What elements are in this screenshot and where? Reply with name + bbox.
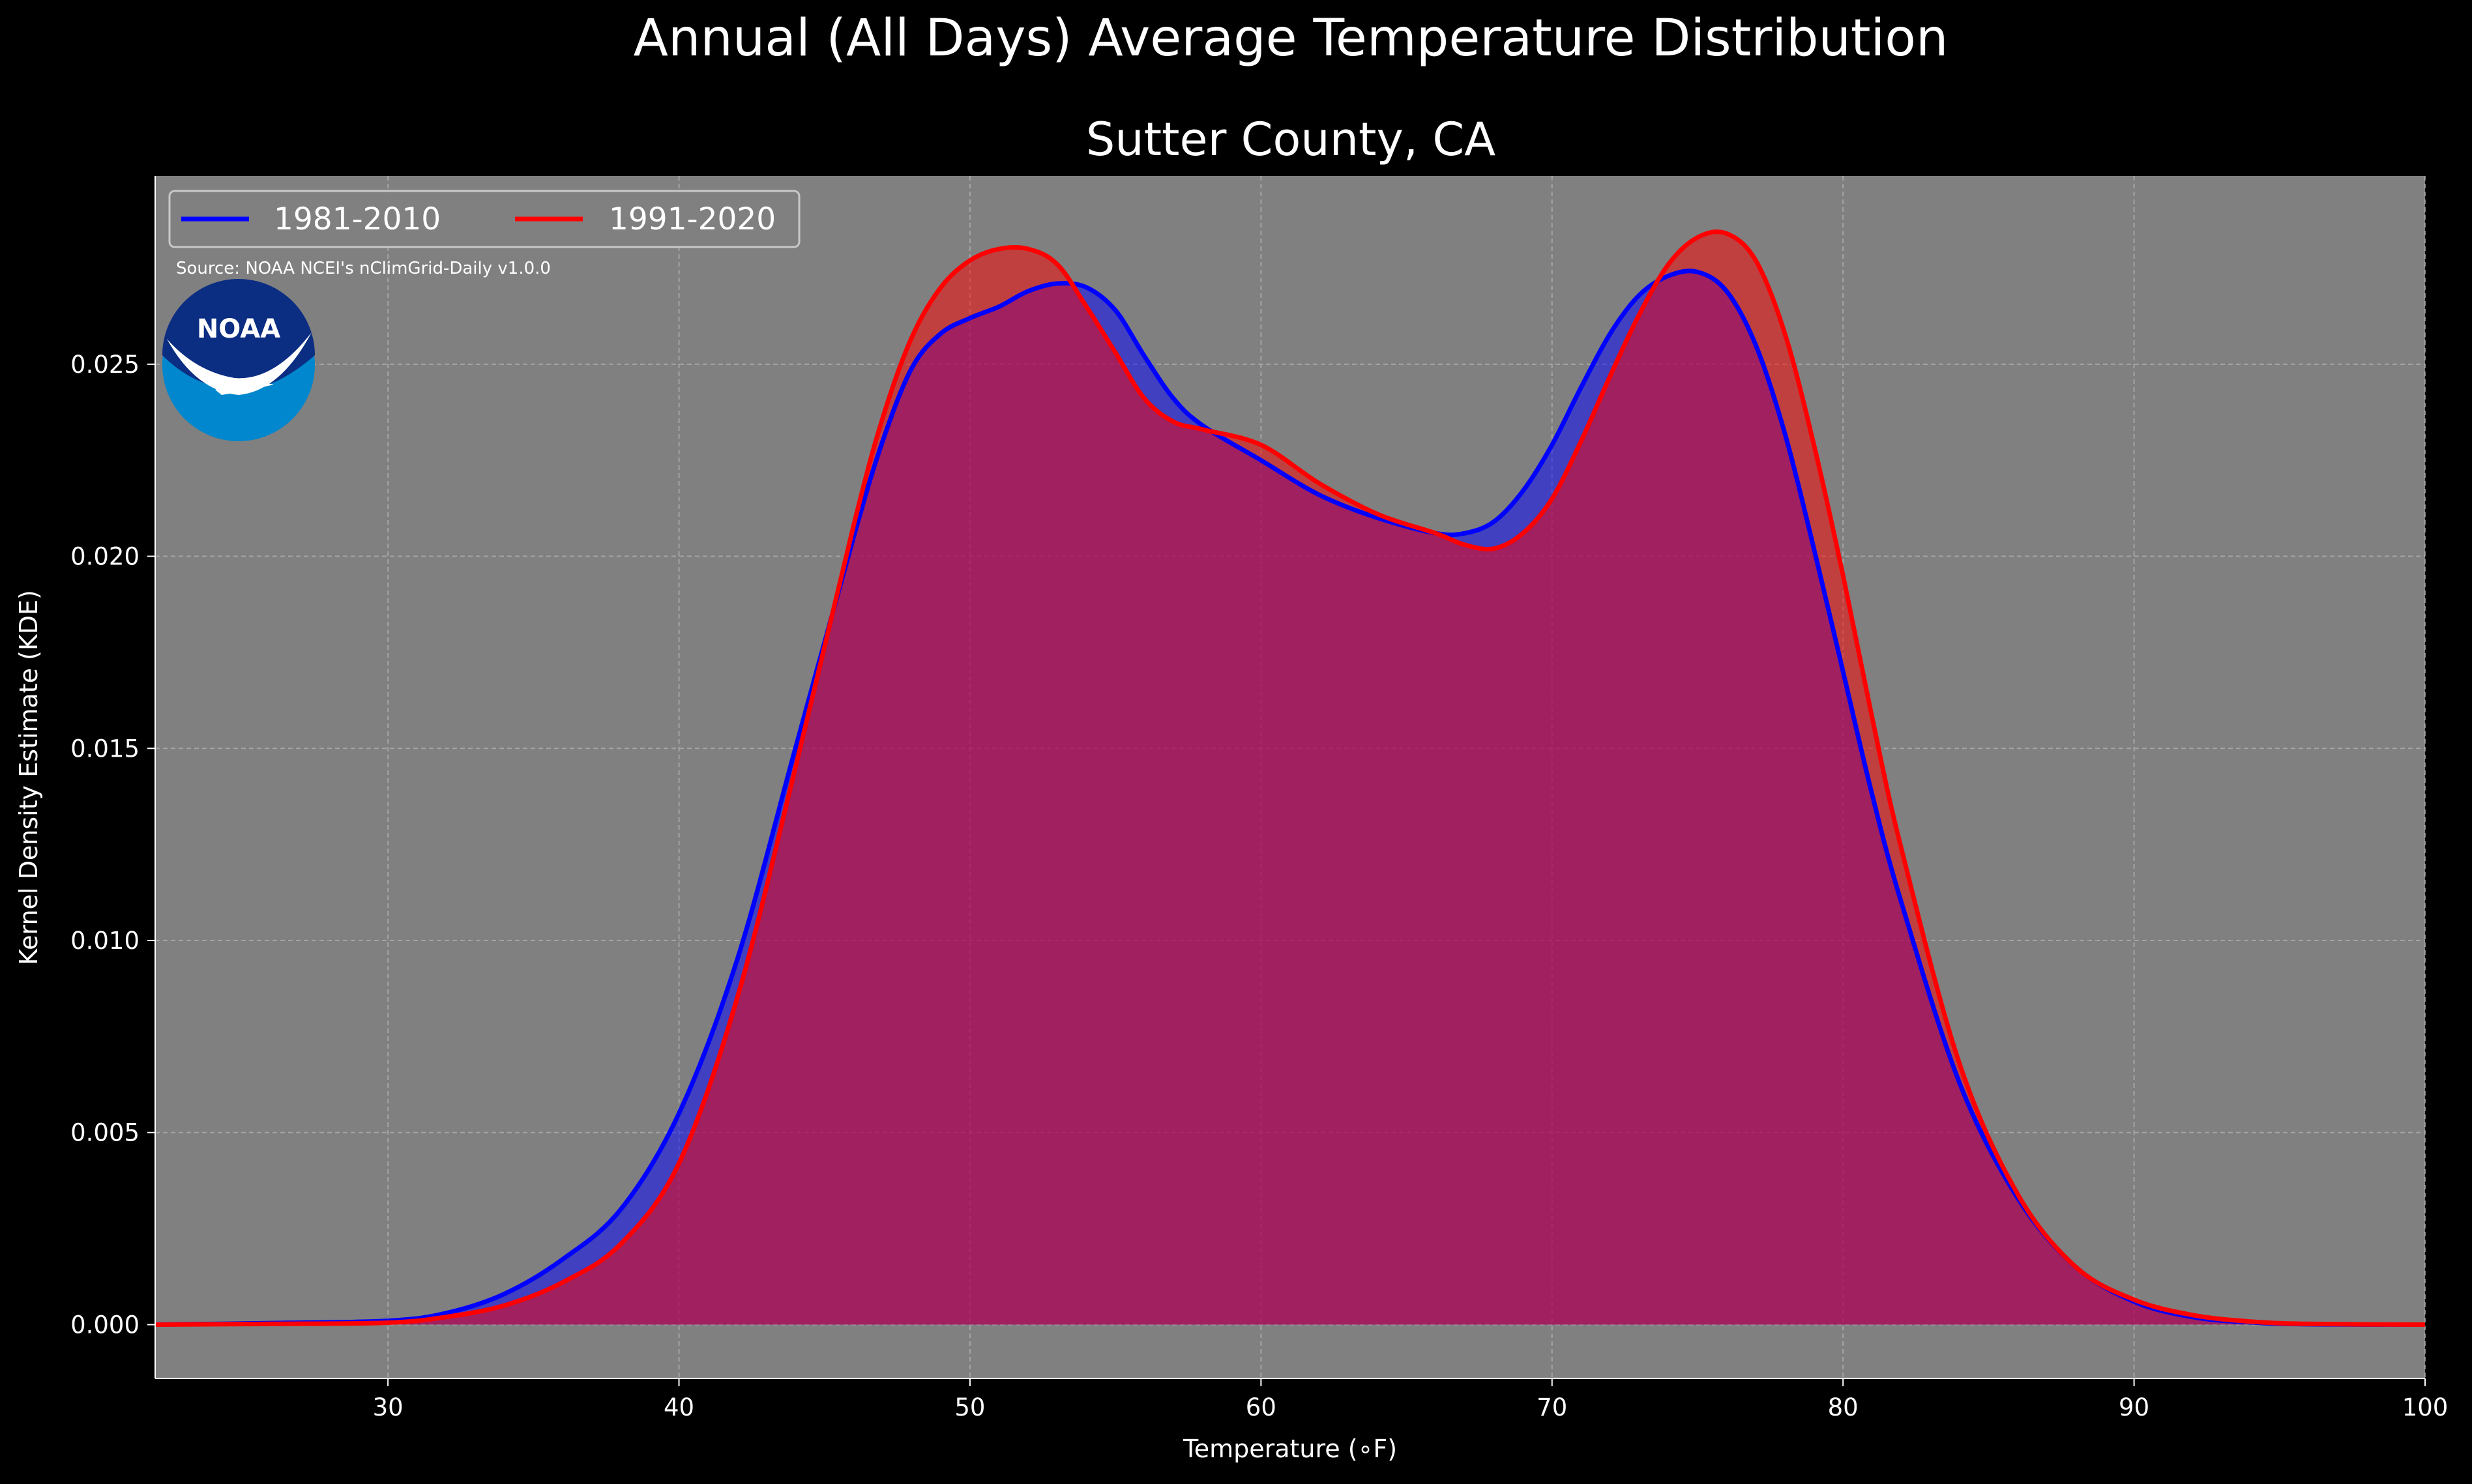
legend-box — [168, 190, 801, 248]
y-tick-label: 0.015 — [70, 735, 140, 763]
x-tick-label: 60 — [1246, 1393, 1276, 1421]
noaa-logo-bird — [167, 332, 312, 395]
y-tick-label: 0.010 — [70, 927, 140, 955]
x-tick-label: 90 — [2119, 1393, 2149, 1421]
x-tick-label: 80 — [1828, 1393, 1859, 1421]
y-tick-label: 0.025 — [70, 351, 140, 379]
y-tick-label: 0.000 — [70, 1311, 140, 1339]
x-tick-label: 70 — [1537, 1393, 1567, 1421]
noaa-logo-text: NOAA — [197, 314, 280, 344]
y-tick-label: 0.005 — [70, 1119, 140, 1147]
y-axis-label: Kernel Density Estimate (KDE) — [14, 590, 43, 965]
legend: 1981-2010 1991-2020 — [168, 190, 801, 248]
legend-label-1991-2020: 1991-2020 — [609, 201, 776, 237]
noaa-logo: NOAA — [162, 279, 315, 441]
x-tick-label: 50 — [954, 1393, 985, 1421]
source-note: Source: NOAA NCEI's nClimGrid-Daily v1.0… — [176, 259, 551, 278]
series-lines — [154, 229, 2426, 1327]
noaa-logo-wing — [215, 382, 274, 395]
x-tick-label: 30 — [373, 1393, 404, 1421]
y-tick-label: 0.020 — [70, 543, 140, 571]
x-tick-label: 40 — [664, 1393, 694, 1421]
x-axis-label: Temperature (∘F) — [1183, 1434, 1397, 1463]
noaa-logo-top — [162, 279, 315, 390]
legend-label-1981-2010: 1981-2010 — [274, 201, 441, 237]
series-line-1991-2020 — [154, 229, 2426, 1327]
x-tick-label: 100 — [2402, 1393, 2449, 1421]
chart-title: Annual (All Days) Average Temperature Di… — [634, 9, 1949, 68]
series-line-1981-2010 — [154, 269, 2426, 1327]
chart-subtitle: Sutter County, CA — [1086, 113, 1495, 166]
axis-ticks: 30 40 50 60 70 80 90 100 0.000 0.005 0.010 0.015 0.0… — [70, 176, 2448, 1421]
